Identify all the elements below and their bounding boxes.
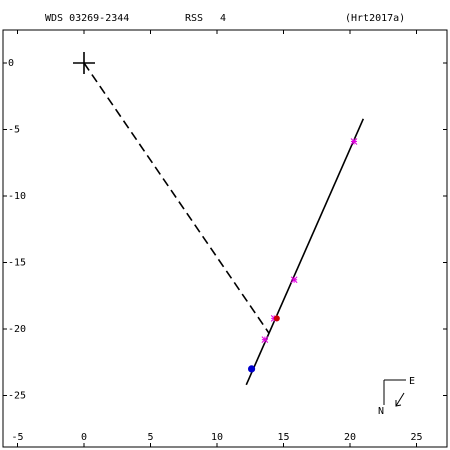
plot-frame	[2, 29, 448, 448]
rss-label: RSS	[185, 13, 203, 24]
measurement-stroke	[290, 276, 298, 284]
measurement-stroke	[261, 336, 269, 343]
wds-id: WDS 03269-2344	[45, 13, 129, 24]
orbit-line	[245, 118, 365, 386]
primary-star-marker	[73, 52, 95, 74]
y-tick-label: -20	[8, 324, 26, 335]
x-tick-label: -5	[11, 432, 23, 443]
reference-label: (Hrt2017a)	[345, 13, 405, 24]
y-tick-label: -15	[8, 258, 26, 269]
measurement-stroke	[350, 138, 358, 145]
x-tick-label: 0	[81, 432, 87, 443]
motion-arrow-shaft	[395, 392, 405, 407]
x-tick-label: 20	[344, 432, 356, 443]
rss-value: 4	[220, 13, 226, 24]
compass-north-label: N	[378, 406, 384, 417]
compass-east-label: E	[409, 376, 415, 387]
x-tick-label: 5	[147, 432, 153, 443]
measurement-point	[261, 336, 269, 343]
x-tick-label: 15	[277, 432, 289, 443]
y-tick-label: -10	[8, 191, 26, 202]
y-tick-label: -5	[8, 125, 20, 136]
y-tick-label: -25	[8, 391, 26, 402]
axis-ticks: -5 0 5 10 15 20 25 0 -5 -10 -15 -20 -25	[3, 30, 447, 447]
y-tick-label: 0	[8, 58, 14, 69]
x-tick-label: 10	[211, 432, 223, 443]
current-position-point	[247, 365, 256, 373]
measurement-point	[350, 138, 358, 145]
measurement-point	[290, 276, 298, 284]
chart-marks	[73, 52, 365, 386]
motion-arrow-head	[395, 400, 402, 407]
x-tick-label: 25	[410, 432, 422, 443]
compass: E N	[378, 376, 415, 417]
highlight-point	[273, 315, 280, 322]
periastron-dashed-line	[83, 62, 270, 334]
